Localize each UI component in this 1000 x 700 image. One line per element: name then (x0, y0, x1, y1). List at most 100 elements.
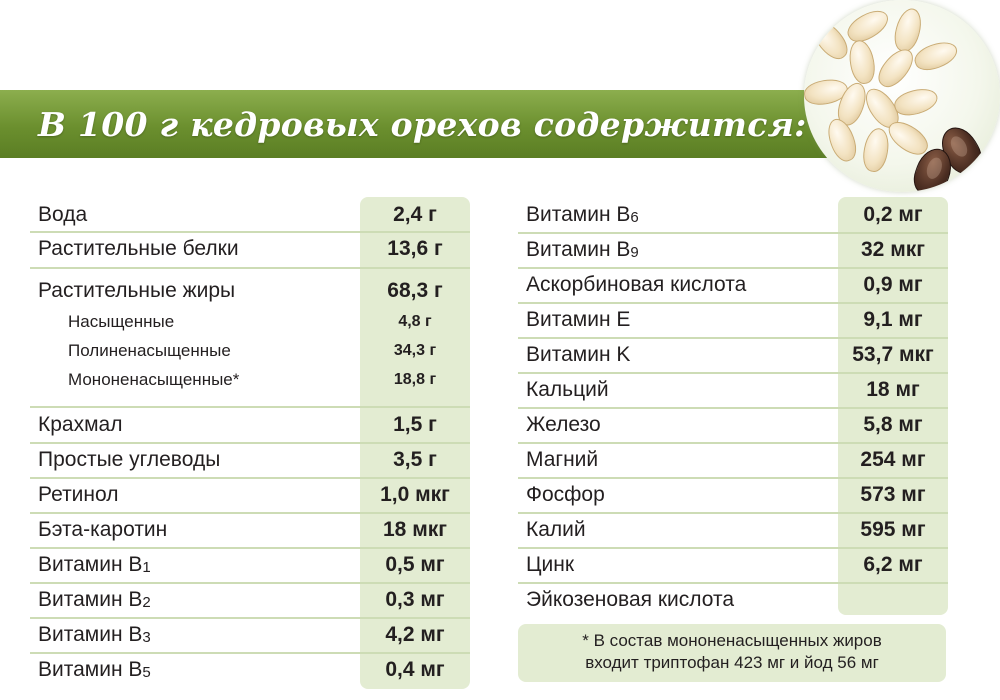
nutrient-value: 53,7 мкг (852, 343, 934, 366)
nutrient-label: Магний (526, 448, 599, 471)
table-row: Простые углеводы (38, 445, 220, 475)
nutrient-value: 6,2 мг (863, 553, 923, 576)
row-divider (30, 547, 470, 549)
table-row: Аскорбиновая кислота (526, 270, 746, 300)
nutrient-label: Кальций (526, 378, 609, 401)
nutrient-value: 573 мг (860, 483, 926, 506)
table-row: Магний (526, 445, 598, 475)
table-row: Витамин B9 (526, 235, 639, 265)
nutrient-label: Простые углеводы (38, 448, 221, 471)
nutrient-sublabel: Полиненасыщенные (68, 341, 231, 360)
nutrient-label: Крахмал (38, 413, 123, 436)
nutrient-value: 1,5 г (393, 413, 437, 436)
table-row: Полиненасыщенные (68, 339, 231, 363)
nutrient-value: 5,8 мг (863, 413, 923, 436)
row-divider (518, 232, 948, 234)
nutrient-value: 68,3 г (387, 279, 443, 302)
footnote: * В состав мононенасыщенных жиров входит… (518, 624, 946, 682)
nutrient-value: 0,9 мг (863, 273, 923, 296)
nutrient-value: 18 мг (866, 378, 920, 401)
row-divider (518, 372, 948, 374)
nutrient-label: Железо (526, 413, 601, 436)
row-divider (30, 406, 470, 408)
table-row: Эйкозеновая кислота (526, 585, 734, 615)
nutrient-label: Витамин B1 (38, 553, 151, 576)
footnote-line-2: входит триптофан 423 мг и йод 56 мг (585, 653, 879, 672)
nutrient-value: 4,8 г (398, 313, 432, 330)
table-row: Витамин B6 (526, 200, 639, 230)
nutrient-value: 254 мг (860, 448, 926, 471)
nutrient-value: 0,5 мг (385, 553, 445, 576)
row-divider (30, 652, 470, 654)
nutrient-label: Растительные белки (38, 237, 239, 260)
nutrient-label: Фосфор (526, 483, 605, 506)
table-row: Фосфор (526, 480, 605, 510)
nutrient-label: Эйкозеновая кислота (526, 588, 735, 611)
row-divider (30, 477, 470, 479)
row-divider (518, 267, 948, 269)
table-row: Железо (526, 410, 601, 440)
table-row: Ретинол (38, 480, 118, 510)
table-row: Калий (526, 515, 586, 545)
table-row: Бэта-каротин (38, 515, 167, 545)
row-divider (518, 582, 948, 584)
table-row: Крахмал (38, 410, 122, 440)
nutrient-label: Витамин E (526, 308, 631, 331)
nutrient-label: Витамин B9 (526, 238, 639, 261)
nutrient-sublabel: Насыщенные (68, 312, 175, 331)
row-divider (30, 582, 470, 584)
row-divider (518, 547, 948, 549)
nutrient-label: Калий (526, 518, 586, 541)
nutrient-label: Витамин B2 (38, 588, 151, 611)
table-row: Кальций (526, 375, 609, 405)
nutrient-value: 32 мкг (861, 238, 925, 261)
row-divider (30, 512, 470, 514)
nutrient-value: 0,4 мг (385, 658, 445, 681)
nutrient-value: 13,6 г (387, 237, 443, 260)
nutrient-value: 2,4 г (393, 203, 437, 226)
table-row: Витамин E (526, 305, 630, 335)
row-divider (518, 477, 948, 479)
row-divider (518, 512, 948, 514)
nutrient-label: Витамин B6 (526, 203, 639, 226)
nutrient-sublabel: Мононенасыщенные* (68, 370, 240, 389)
row-divider (518, 407, 948, 409)
table-row: Растительные жиры (38, 276, 235, 306)
table-row: Насыщенные (68, 310, 174, 334)
nutrient-label: Бэта-каротин (38, 518, 168, 541)
nutrient-value: 3,5 г (393, 448, 437, 471)
table-row: Витамин B5 (38, 655, 151, 685)
nutrient-value: 0,2 мг (863, 203, 923, 226)
table-row: Витамин B1 (38, 550, 151, 580)
table-row: Витамин K (526, 340, 630, 370)
page-title: В 100 г кедровых орехов содержится: (38, 105, 807, 144)
nutrient-value: 4,2 мг (385, 623, 445, 646)
footnote-line-1: * В состав мононенасыщенных жиров (582, 631, 882, 650)
nutrient-label: Аскорбиновая кислота (526, 273, 747, 296)
nutrient-value: 0,3 мг (385, 588, 445, 611)
nutrient-value: 595 мг (860, 518, 926, 541)
nutrient-label: Растительные жиры (38, 279, 236, 302)
pine-nuts-icon (804, 0, 1000, 192)
nutrient-value: 9,1 мг (863, 308, 923, 331)
nutrient-value: 18,8 г (393, 371, 437, 388)
table-row: Мононенасыщенные* (68, 368, 239, 392)
nutrient-value (838, 585, 948, 615)
row-divider (30, 231, 470, 233)
table-row: Витамин B2 (38, 585, 151, 615)
table-row: Вода (38, 200, 87, 230)
row-divider (30, 442, 470, 444)
row-divider (30, 267, 470, 269)
row-divider (518, 442, 948, 444)
title-banner (0, 90, 880, 158)
nutrient-label: Витамин B3 (38, 623, 151, 646)
row-divider (518, 302, 948, 304)
table-row: Цинк (526, 550, 574, 580)
nutrient-label: Витамин B5 (38, 658, 151, 681)
value-cell-right (838, 197, 948, 615)
nutrient-value: 34,3 г (393, 342, 437, 359)
nutrient-label: Цинк (526, 553, 575, 576)
nutrient-label: Вода (38, 203, 88, 226)
row-divider (30, 617, 470, 619)
table-row: Растительные белки (38, 234, 239, 264)
